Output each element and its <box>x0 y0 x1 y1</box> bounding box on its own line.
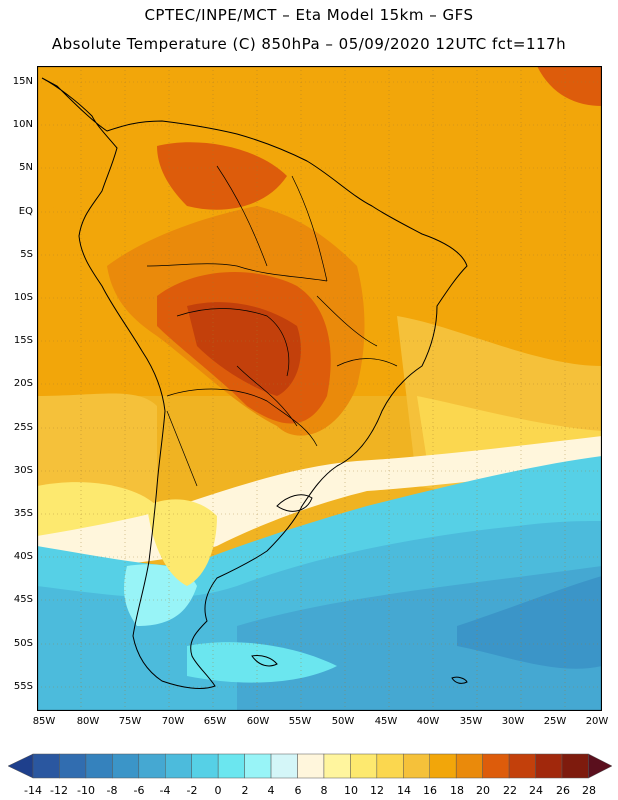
lon-label-30w: 30W <box>501 716 525 727</box>
colorbar-label: 2 <box>241 784 249 797</box>
colorbar-swatch <box>270 753 298 779</box>
colorbar-label: -10 <box>77 784 95 797</box>
lat-label-40s: 40S <box>13 551 33 562</box>
colorbar-swatch <box>165 753 192 779</box>
colorbar-swatch <box>482 753 510 779</box>
colorbar-label: 22 <box>503 784 517 797</box>
colorbar-swatch <box>535 753 563 779</box>
colorbar-label: 12 <box>370 784 384 797</box>
colorbar-swatch <box>138 753 166 779</box>
colorbar-label: 8 <box>320 784 328 797</box>
colorbar-swatch <box>112 753 140 779</box>
colorbar-label: 28 <box>582 784 596 797</box>
colorbar <box>7 753 613 779</box>
lat-label-5n: 5N <box>19 162 33 173</box>
lon-label-50w: 50W <box>331 716 355 727</box>
colorbar-arrow-high <box>588 753 613 779</box>
coastline <box>41 77 468 689</box>
colorbar-label: -6 <box>133 784 145 797</box>
country-borders <box>146 165 398 487</box>
colorbar-swatch <box>403 753 430 779</box>
colorbar-label: 16 <box>423 784 437 797</box>
colorbar-swatch <box>323 753 351 779</box>
lat-label-20s: 20S <box>13 378 33 389</box>
lat-label-45s: 45S <box>13 594 33 605</box>
colorbar-swatch <box>191 753 219 779</box>
colorbar-label: 18 <box>450 784 464 797</box>
lon-label-65w: 65W <box>203 716 227 727</box>
temperature-map <box>37 66 602 711</box>
lat-label-eq: EQ <box>18 206 33 217</box>
colorbar-label: 26 <box>556 784 570 797</box>
colorbar-swatch <box>85 753 113 779</box>
lat-label-35s: 35S <box>13 508 33 519</box>
colorbar-swatch <box>429 753 457 779</box>
lon-label-25w: 25W <box>543 716 567 727</box>
lon-label-70w: 70W <box>161 716 185 727</box>
colorbar-label: -2 <box>186 784 198 797</box>
lon-label-40w: 40W <box>416 716 440 727</box>
colorbar-swatch <box>376 753 404 779</box>
lat-label-10s: 10S <box>13 292 33 303</box>
lon-label-60w: 60W <box>246 716 270 727</box>
lon-label-20w: 20W <box>585 716 609 727</box>
lon-label-80w: 80W <box>76 716 100 727</box>
coldest-water-pocket <box>457 576 602 669</box>
colorbar-swatch <box>508 753 536 779</box>
lon-label-75w: 75W <box>118 716 142 727</box>
lon-label-55w: 55W <box>288 716 312 727</box>
lat-label-10n: 10N <box>12 119 33 130</box>
colorbar-swatch <box>455 753 483 779</box>
temperature-field <box>37 66 602 711</box>
colorbar-swatch <box>244 753 272 779</box>
lat-label-15s: 15S <box>13 335 33 346</box>
colorbar-label: 24 <box>529 784 543 797</box>
lon-label-45w: 45W <box>374 716 398 727</box>
colorbar-label: 10 <box>344 784 358 797</box>
colorbar-label: -14 <box>24 784 42 797</box>
colorbar-swatch <box>350 753 378 779</box>
colorbar-label: 4 <box>267 784 275 797</box>
map-title-line-2: Absolute Temperature (C) 850hPa – 05/09/… <box>51 35 567 53</box>
colorbar-swatch <box>297 753 325 779</box>
lat-label-50s: 50S <box>13 638 33 649</box>
northern-hot-area <box>157 142 287 210</box>
lat-label-55s: 55S <box>13 681 33 692</box>
colorbar-label: 20 <box>476 784 490 797</box>
colorbar-swatch <box>217 753 245 779</box>
colorbar-label: -8 <box>106 784 118 797</box>
lon-label-35w: 35W <box>459 716 483 727</box>
lat-label-25s: 25S <box>13 422 33 433</box>
colorbar-label: -12 <box>50 784 68 797</box>
lat-label-30s: 30S <box>13 465 33 476</box>
map-title-line-1: CPTEC/INPE/MCT – Eta Model 15km – GFS <box>144 6 474 24</box>
colorbar-label: 6 <box>294 784 302 797</box>
colorbar-arrow-low <box>7 753 34 779</box>
map-frame <box>37 66 602 711</box>
colorbar-label: 14 <box>397 784 411 797</box>
lat-label-15n: 15N <box>12 76 33 87</box>
lat-label-5s: 5S <box>20 249 33 260</box>
colorbar-label: -4 <box>159 784 171 797</box>
colorbar-swatch <box>32 753 60 779</box>
colorbar-swatch <box>59 753 87 779</box>
lon-label-85w: 85W <box>32 716 56 727</box>
colorbar-swatch <box>561 753 589 779</box>
colorbar-label: 0 <box>214 784 222 797</box>
